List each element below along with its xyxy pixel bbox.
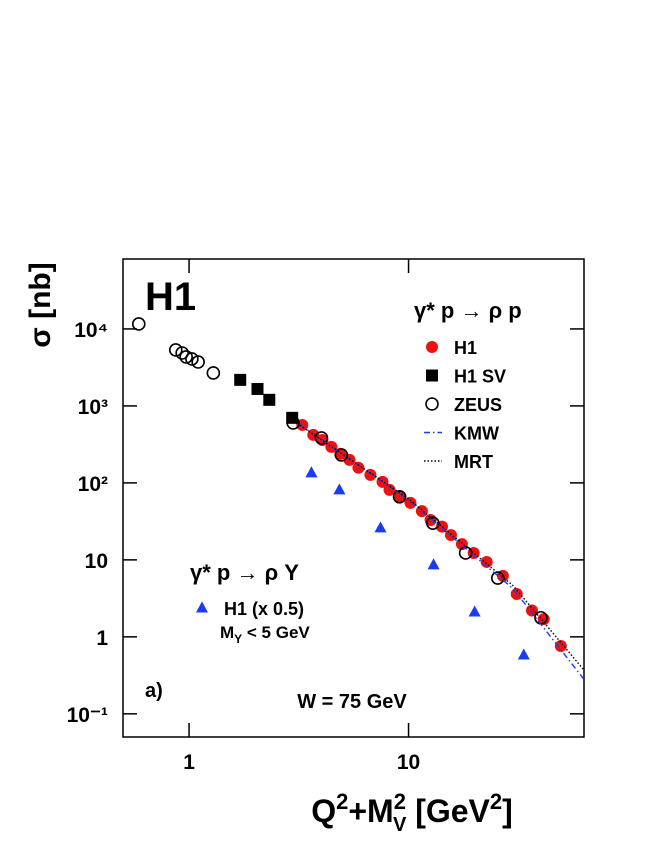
legend-label: H1 (x 0.5) [224, 599, 304, 619]
y-tick-label: 10² [78, 473, 108, 496]
marker-triangle [196, 601, 208, 613]
experiment-label: H1 [145, 275, 196, 319]
legend-title: γ* p → ρ p [414, 298, 522, 323]
x-label-sup: 2 [394, 789, 406, 814]
marker-circle [307, 428, 320, 441]
marker-square [234, 373, 247, 386]
x-label-part: [GeV [406, 793, 490, 829]
legend-label: ZEUS [454, 395, 502, 415]
legend-label: H1 [454, 338, 477, 358]
marker-circle [480, 555, 493, 568]
model-line [299, 424, 585, 680]
marker-open-circle [185, 352, 199, 366]
model-line [299, 424, 585, 671]
y-axis-label: σ [nb] [24, 262, 57, 348]
marker-open-circle [286, 416, 300, 430]
marker-triangle [517, 648, 530, 660]
marker-open-circle [392, 489, 407, 504]
x-label-sub: V [393, 814, 407, 836]
marker-open-circle [425, 397, 439, 411]
marker-open-circle [175, 346, 189, 360]
y-tick-label: 1 [96, 627, 108, 650]
marker-circle [426, 341, 438, 353]
marker-triangle [468, 605, 481, 617]
x-axis-label: Q2+M2 V [GeV2] [311, 789, 513, 836]
note-part: M [220, 623, 234, 642]
marker-triangle [333, 483, 346, 495]
marker-open-circle [314, 431, 329, 445]
marker-circle [364, 468, 377, 481]
marker-circle [554, 640, 567, 653]
marker-triangle [374, 521, 387, 533]
marker-circle [352, 461, 365, 474]
marker-triangle [305, 466, 318, 478]
marker-circle [404, 496, 417, 509]
marker-open-circle [179, 350, 193, 364]
plot-frame [122, 258, 585, 738]
marker-square [426, 369, 438, 382]
marker-open-circle [490, 571, 505, 585]
x-label-sup: 2 [336, 789, 348, 814]
panel-label: a) [145, 680, 163, 702]
x-label-part: ] [502, 793, 513, 829]
legend2-note: MY < 5 GeV [220, 623, 310, 646]
energy-label: W = 75 GeV [297, 691, 407, 713]
y-tick-label: 10 [85, 550, 108, 573]
marker-open-circle [458, 546, 473, 560]
marker-circle [383, 483, 396, 496]
note-part: < 5 GeV [242, 623, 310, 642]
marker-square [263, 393, 276, 406]
marker-open-circle [206, 366, 221, 380]
y-tick-label: 10⁻¹ [67, 704, 108, 727]
x-label-part: Q [311, 793, 336, 829]
marker-open-circle [131, 317, 146, 331]
x-label-sup: 2 [490, 789, 502, 814]
marker-square [286, 411, 299, 424]
marker-square [251, 382, 264, 395]
x-tick-label: 10 [397, 751, 420, 774]
marker-open-circle [426, 516, 440, 530]
legend-label: MRT [454, 452, 493, 472]
y-tick-label: 10⁴ [74, 319, 108, 342]
marker-open-circle [334, 448, 349, 462]
y-tick-label: 10³ [78, 396, 108, 419]
marker-open-circle [168, 343, 183, 357]
marker-triangle [427, 558, 440, 570]
x-tick-label: 1 [183, 751, 195, 774]
marker-circle [325, 440, 338, 453]
marker-circle [394, 490, 407, 503]
legend-label: KMW [454, 424, 499, 444]
legend-label: H1 SV [454, 367, 506, 387]
marker-open-circle [191, 355, 205, 369]
marker-circle [525, 604, 538, 617]
note-sub: Y [234, 632, 242, 646]
legend2-title: γ* p → ρ Y [190, 560, 299, 585]
x-label-part: +M [348, 793, 393, 829]
